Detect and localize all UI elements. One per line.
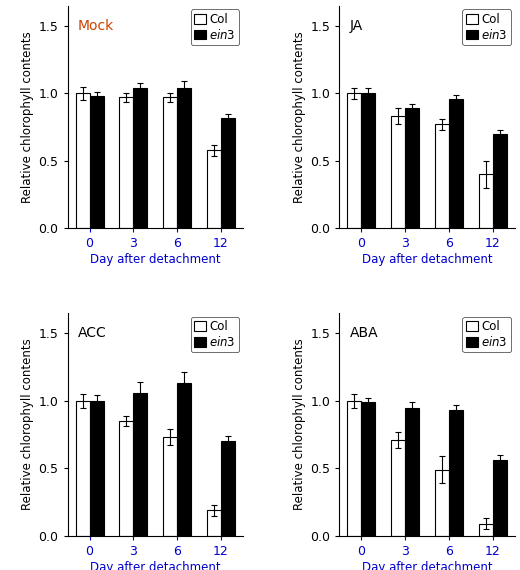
Bar (449, 99, 463, 229)
Bar (221, 441, 235, 536)
Legend: Col, $\it{ein3}$: Col, $\it{ein3}$ (190, 9, 239, 45)
Legend: Col, $\it{ein3}$: Col, $\it{ein3}$ (462, 316, 511, 352)
Bar (89, 401, 103, 536)
Y-axis label: Relative chlorophyll contents: Relative chlorophyll contents (21, 31, 34, 203)
X-axis label: Day after detachment: Day after detachment (362, 253, 492, 266)
Bar (361, 93, 375, 229)
Bar (493, 460, 507, 536)
Legend: Col, $\it{ein3}$: Col, $\it{ein3}$ (462, 9, 511, 45)
Bar (493, 134, 507, 229)
Y-axis label: Relative chlorophyll contents: Relative chlorophyll contents (293, 31, 306, 203)
X-axis label: Day after detachment: Day after detachment (90, 561, 220, 570)
Bar (89, 96, 103, 229)
Bar (75, 93, 89, 229)
Bar (120, 97, 134, 229)
X-axis label: Day after detachment: Day after detachment (362, 561, 492, 570)
Bar (207, 150, 221, 229)
X-axis label: Day after detachment: Day after detachment (90, 253, 220, 266)
Bar (207, 510, 221, 536)
Bar (435, 470, 449, 536)
Y-axis label: Relative chlorophyll contents: Relative chlorophyll contents (21, 339, 34, 510)
Bar (449, 410, 463, 536)
Bar (405, 408, 419, 536)
Bar (177, 88, 191, 229)
Bar (134, 88, 147, 229)
Bar (347, 93, 361, 229)
Bar (134, 393, 147, 536)
Bar (163, 97, 177, 229)
Bar (391, 440, 405, 536)
Bar (120, 421, 134, 536)
Bar (479, 524, 493, 536)
Bar (163, 437, 177, 536)
Y-axis label: Relative chlorophyll contents: Relative chlorophyll contents (293, 339, 306, 510)
Bar (479, 174, 493, 229)
Bar (347, 401, 361, 536)
Text: Mock: Mock (78, 19, 114, 33)
Legend: Col, $\it{ein3}$: Col, $\it{ein3}$ (190, 316, 239, 352)
Text: ACC: ACC (78, 327, 107, 340)
Bar (405, 108, 419, 229)
Bar (435, 124, 449, 229)
Bar (391, 116, 405, 229)
Bar (221, 118, 235, 229)
Bar (75, 401, 89, 536)
Text: JA: JA (350, 19, 363, 33)
Bar (177, 383, 191, 536)
Bar (361, 402, 375, 536)
Text: ABA: ABA (350, 327, 379, 340)
